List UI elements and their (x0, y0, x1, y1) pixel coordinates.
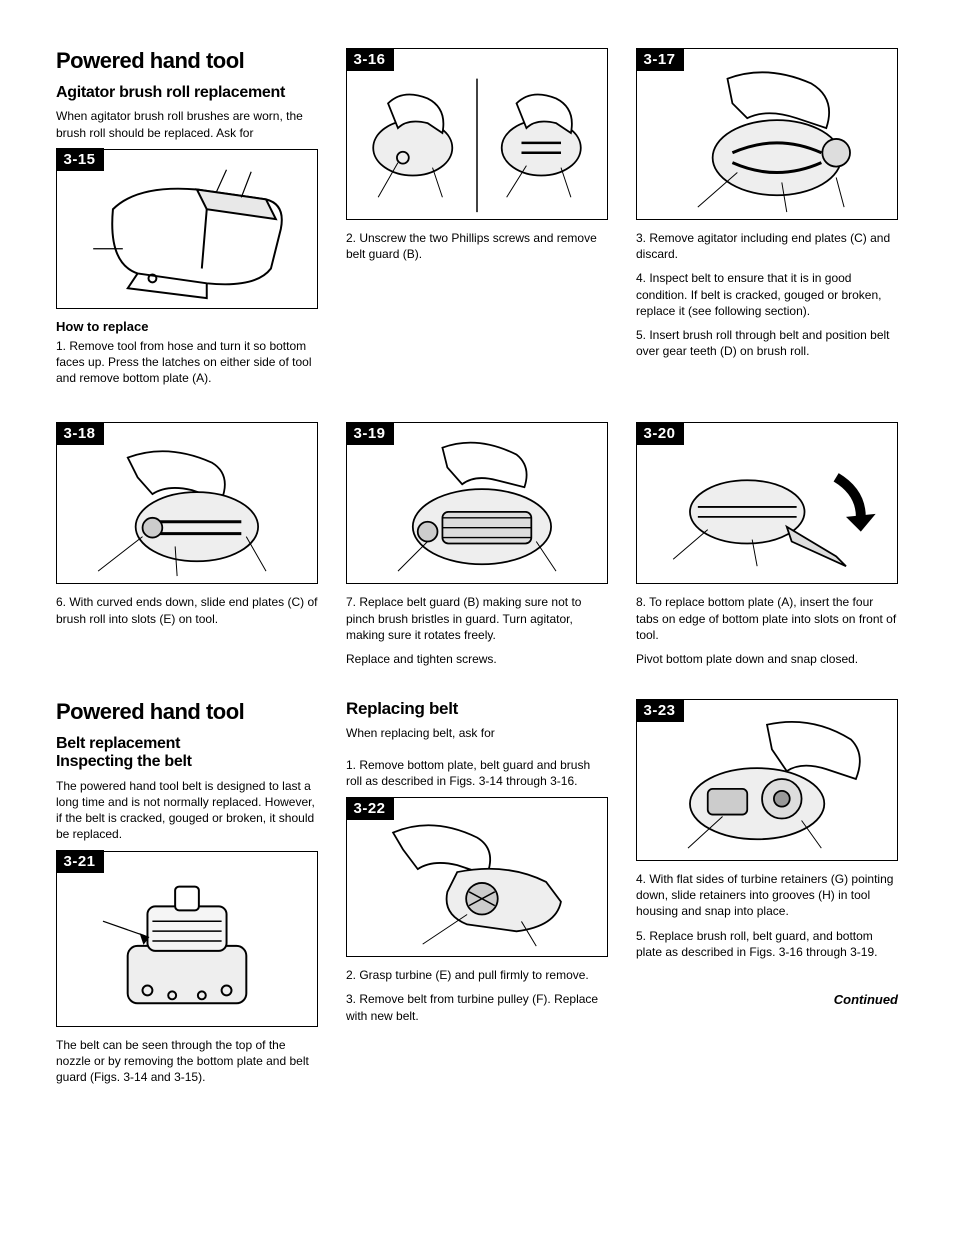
figure-3-23-svg (637, 700, 897, 860)
section2-subtitle: Belt replacement Inspecting the belt (56, 735, 318, 772)
section1-title: Powered hand tool (56, 48, 318, 74)
step5: 5. Insert brush roll through belt and po… (636, 327, 898, 359)
figure-3-19-svg (347, 423, 607, 583)
figure-label: 3-20 (636, 422, 684, 445)
figure-3-16-svg (347, 49, 607, 219)
figure-3-18: 3-18 (56, 422, 318, 584)
figure-3-17-svg (637, 49, 897, 219)
figure-label: 3-19 (346, 422, 394, 445)
col-1-bot: Powered hand tool Belt replacement Inspe… (56, 699, 318, 1093)
section2-intro: The powered hand tool belt is designed t… (56, 778, 318, 843)
rstep4: 4. With flat sides of turbine retainers … (636, 871, 898, 920)
figure-3-21: 3-21 (56, 851, 318, 1027)
row-2: 3-18 6. With curved ends down, slide end… (56, 422, 898, 675)
step7b: Replace and tighten screws. (346, 651, 608, 667)
figure-label: 3-17 (636, 48, 684, 71)
figure-3-15-svg (57, 150, 317, 308)
row-3: Powered hand tool Belt replacement Inspe… (56, 699, 898, 1093)
figure-3-15: 3-15 (56, 149, 318, 309)
col-2-mid: 3-19 7. Replace belt guard (B) making su… (346, 422, 608, 675)
figure-3-22-svg (347, 798, 607, 956)
col-1-top: Powered hand tool Agitator brush roll re… (56, 48, 318, 394)
col-2-top: 3-16 2. Unscrew the two Phillips screws (346, 48, 608, 394)
rstep5: 5. Replace brush roll, belt guard, and b… (636, 928, 898, 960)
howto-heading: How to replace (56, 319, 318, 334)
step7a: 7. Replace belt guard (B) making sure no… (346, 594, 608, 643)
rstep3: 3. Remove belt from turbine pulley (F). … (346, 991, 608, 1023)
figure-label: 3-23 (636, 699, 684, 722)
col-1-mid: 3-18 6. With curved ends down, slide end… (56, 422, 318, 675)
continued-label: Continued (636, 992, 898, 1007)
figure-3-17: 3-17 (636, 48, 898, 220)
figure-label: 3-15 (56, 148, 104, 171)
rstep1: 1. Remove bottom plate, belt guard and b… (346, 757, 608, 789)
figure-3-18-svg (57, 423, 317, 583)
figure-label: 3-18 (56, 422, 104, 445)
figure-3-16: 3-16 (346, 48, 608, 220)
figure-label: 3-21 (56, 850, 104, 873)
step8b: Pivot bottom plate down and snap closed. (636, 651, 898, 667)
step4: 4. Inspect belt to ensure that it is in … (636, 270, 898, 319)
section2-title: Powered hand tool (56, 699, 318, 725)
figure-3-22: 3-22 (346, 797, 608, 957)
col-3-mid: 3-20 8. To replace bottom plate (A), ins… (636, 422, 898, 675)
figure-label: 3-16 (346, 48, 394, 71)
figure-3-20: 3-20 (636, 422, 898, 584)
section1-subtitle: Agitator brush roll replacement (56, 84, 318, 102)
figure-label: 3-22 (346, 797, 394, 820)
col-3-bot: 3-23 4. With flat sides of turbine retai… (636, 699, 898, 1093)
step1: 1. Remove tool from hose and turn it so … (56, 338, 318, 387)
col-2-bot: Replacing belt When replacing belt, ask … (346, 699, 608, 1093)
figure-3-23: 3-23 (636, 699, 898, 861)
after-21: The belt can be seen through the top of … (56, 1037, 318, 1086)
section1-intro: When agitator brush roll brushes are wor… (56, 108, 318, 140)
replacing-heading: Replacing belt (346, 699, 608, 719)
step2: 2. Unscrew the two Phillips screws and r… (346, 230, 608, 262)
row-1: Powered hand tool Agitator brush roll re… (56, 48, 898, 394)
replacing-intro: When replacing belt, ask for (346, 725, 608, 741)
figure-3-20-svg (637, 423, 897, 583)
figure-3-21-svg (57, 852, 317, 1026)
step6: 6. With curved ends down, slide end plat… (56, 594, 318, 626)
col-3-top: 3-17 3. Remove agitator including end pl… (636, 48, 898, 394)
step3: 3. Remove agitator including end plates … (636, 230, 898, 262)
rstep2: 2. Grasp turbine (E) and pull firmly to … (346, 967, 608, 983)
figure-3-19: 3-19 (346, 422, 608, 584)
step8a: 8. To replace bottom plate (A), insert t… (636, 594, 898, 643)
